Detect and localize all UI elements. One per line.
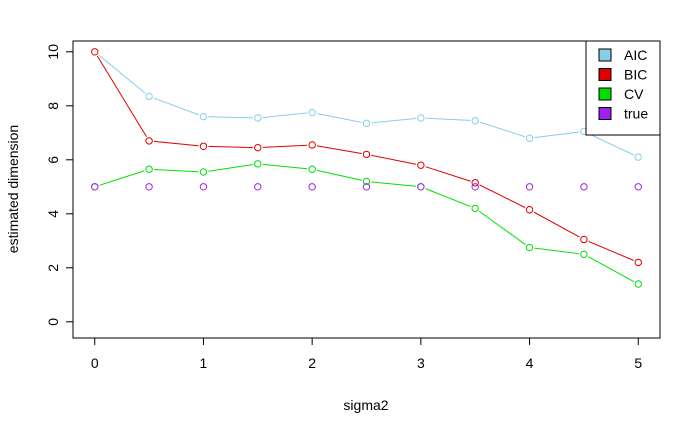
legend-swatch-cv <box>598 87 612 101</box>
x-tick-label: 1 <box>200 355 208 371</box>
series-layer <box>89 46 644 289</box>
data-point-cv <box>308 165 316 173</box>
y-tick-label: 8 <box>45 102 61 110</box>
x-axis: 0 1 2 3 4 5 <box>91 337 642 371</box>
data-point-true <box>580 183 588 191</box>
data-point-aic <box>362 119 371 128</box>
data-point-aic <box>634 153 642 161</box>
legend-label-true: true <box>624 106 648 122</box>
legend-label-aic: AIC <box>624 47 647 63</box>
data-point-bic <box>254 143 262 152</box>
data-point-aic <box>199 112 208 121</box>
data-point-true <box>199 183 208 191</box>
legend-label-cv: CV <box>624 86 644 102</box>
series-line-aic <box>94 51 639 158</box>
data-point-bic <box>145 137 153 145</box>
data-point-true <box>91 183 99 191</box>
data-point-true <box>254 183 262 191</box>
data-point-true <box>362 183 371 191</box>
legend-label-bic: BIC <box>624 67 647 83</box>
y-tick-label: 4 <box>45 210 61 218</box>
series-true <box>91 183 642 191</box>
data-point-aic <box>417 114 425 122</box>
legend-swatch-true <box>598 107 612 120</box>
data-point-cv <box>580 250 588 259</box>
plot-frame <box>72 40 661 339</box>
data-point-bic <box>362 150 371 159</box>
data-point-cv <box>254 160 262 168</box>
data-point-aic <box>525 134 534 142</box>
legend-box <box>585 40 661 136</box>
series-aic <box>89 46 644 163</box>
series-cv <box>89 158 644 289</box>
data-point-bic <box>417 161 425 169</box>
data-point-aic <box>254 114 262 122</box>
data-point-bic <box>91 48 99 56</box>
data-point-bic <box>308 141 316 149</box>
x-axis-title: sigma2 <box>343 397 388 413</box>
data-point-cv <box>634 280 642 288</box>
y-tick-label: 10 <box>45 44 61 60</box>
y-axis: 0 2 4 6 8 10 <box>45 44 74 326</box>
x-tick-label: 5 <box>634 355 642 371</box>
data-point-bic <box>525 206 534 214</box>
x-tick-label: 2 <box>308 355 316 371</box>
x-tick-label: 3 <box>417 355 425 371</box>
data-point-bic <box>471 179 479 187</box>
data-point-true <box>525 183 534 191</box>
data-point-true <box>308 183 316 191</box>
data-point-bic <box>634 258 642 267</box>
data-point-cv <box>525 243 534 252</box>
x-tick-label: 4 <box>526 355 534 371</box>
data-point-aic <box>308 108 316 117</box>
data-point-cv <box>471 204 479 213</box>
legend: AIC BIC CV true <box>585 40 661 136</box>
series-bic <box>89 46 644 268</box>
data-point-bic <box>580 235 588 244</box>
data-point-cv <box>362 177 371 186</box>
y-tick-label: 2 <box>45 264 61 272</box>
y-tick-label: 6 <box>45 156 61 164</box>
data-point-cv <box>199 168 208 176</box>
data-point-true <box>634 183 642 191</box>
y-tick-label: 0 <box>45 318 61 326</box>
data-point-aic <box>145 92 153 101</box>
data-point-true <box>145 183 153 191</box>
x-tick-label: 0 <box>91 355 99 371</box>
legend-swatch-aic <box>598 48 612 62</box>
data-point-bic <box>199 142 208 151</box>
data-point-cv <box>145 165 153 173</box>
data-point-true <box>471 183 479 191</box>
data-point-true <box>417 183 425 191</box>
data-point-aic <box>471 116 479 125</box>
y-axis-title: estimated dimension <box>5 125 21 253</box>
legend-swatch-bic <box>598 68 612 81</box>
